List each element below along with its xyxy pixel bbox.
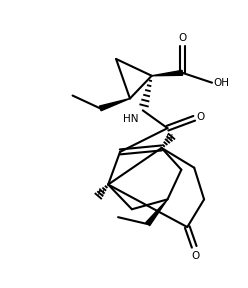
Text: HN: HN (123, 114, 139, 124)
Text: O: O (196, 112, 204, 122)
Text: O: O (178, 33, 186, 43)
Text: H: H (165, 134, 172, 143)
Text: H: H (97, 187, 104, 196)
Polygon shape (152, 70, 183, 76)
Text: O: O (191, 251, 199, 261)
Polygon shape (146, 199, 167, 226)
Text: OH: OH (213, 78, 229, 88)
Polygon shape (99, 98, 130, 111)
